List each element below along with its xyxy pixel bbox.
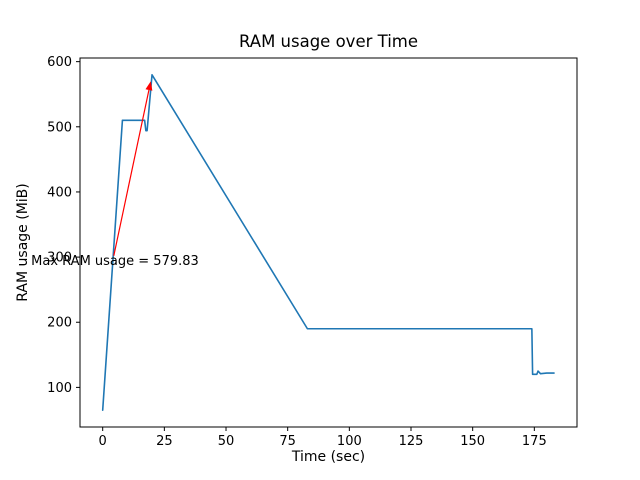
x-tick-label: 25: [156, 434, 173, 449]
series-group: [101, 73, 555, 411]
y-tick-label: 600: [47, 55, 72, 70]
x-tick-label: 175: [522, 434, 547, 449]
x-tick-label: 100: [337, 434, 362, 449]
max-annotation-arrowhead: [145, 81, 153, 91]
x-tick-label: 150: [460, 434, 485, 449]
chart-title: RAM usage over Time: [239, 32, 418, 51]
y-tick-label: 400: [47, 185, 72, 200]
y-axis-label: RAM usage (MiB): [15, 183, 31, 301]
max-annotation-arrow: [113, 89, 150, 256]
x-tick-label: 125: [399, 434, 424, 449]
max-annotation-text: Max RAM usage = 579.83: [31, 254, 199, 269]
plot-area: [79, 57, 578, 428]
ticks-group: 0 25 50 75 100 125 150 175 100 200 300 400 500 600: [47, 55, 547, 449]
axes-spines: [79, 57, 578, 428]
y-tick-label: 500: [47, 120, 72, 135]
y-tick-label: 200: [47, 316, 72, 331]
x-tick-label: 75: [279, 434, 296, 449]
x-tick-label: 0: [99, 434, 107, 449]
ram-usage-line: [101, 73, 555, 411]
x-axis-label: Time (sec): [291, 449, 365, 465]
x-tick-label: 50: [218, 434, 235, 449]
y-tick-label: 100: [47, 381, 72, 396]
annotation-group: Max RAM usage = 579.83: [31, 81, 199, 269]
y-tick-label: 300: [47, 251, 72, 266]
